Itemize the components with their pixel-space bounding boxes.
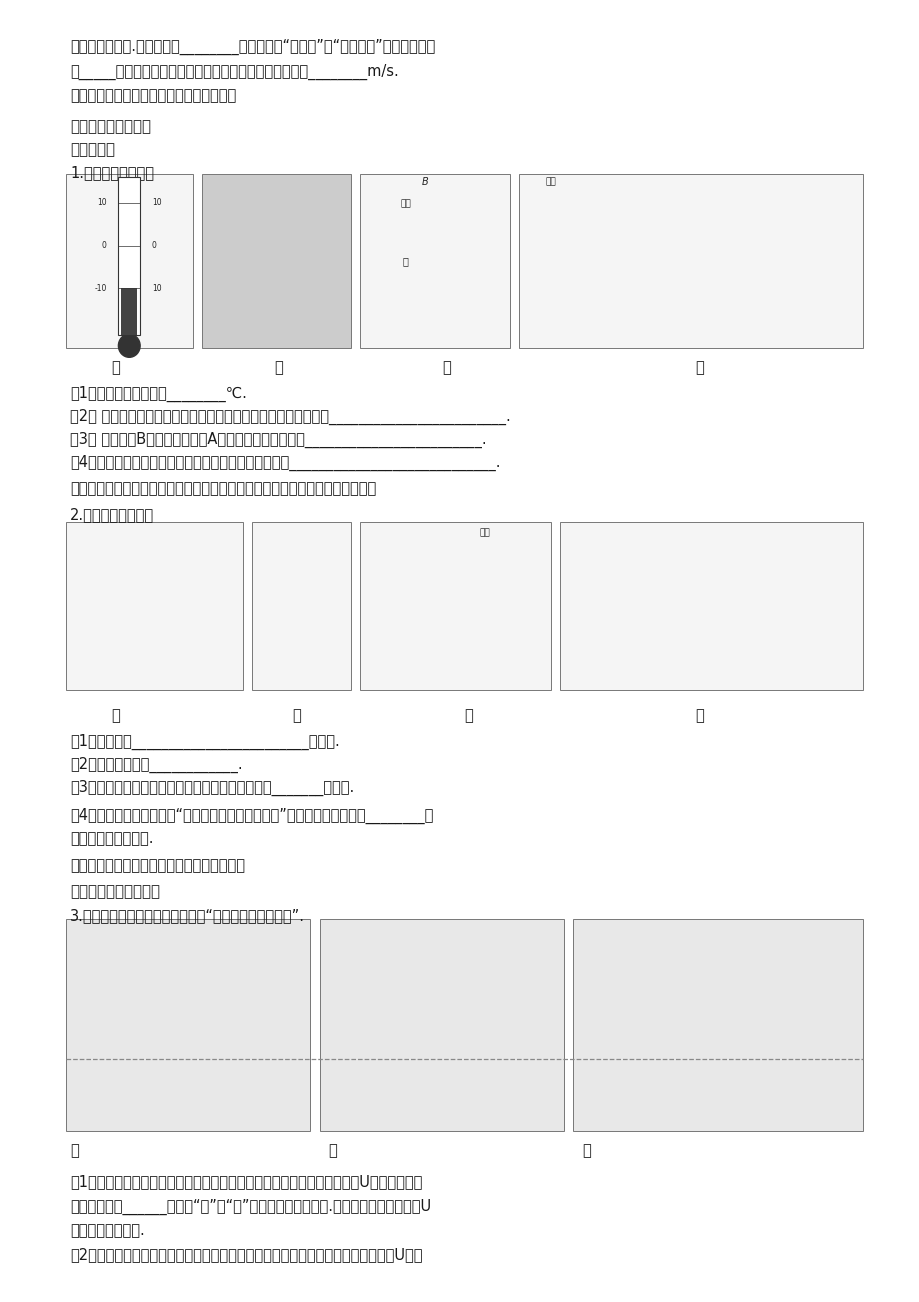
Bar bbox=[121, 288, 137, 336]
Bar bbox=[66, 174, 192, 349]
Ellipse shape bbox=[119, 335, 140, 357]
Text: （4）如图丁所示，在探究“弹性势能与什么因素有关”的实验中，通过比较________来: （4）如图丁所示，在探究“弹性势能与什么因素有关”的实验中，通过比较______… bbox=[70, 809, 433, 824]
Text: 吹气: 吹气 bbox=[400, 199, 411, 208]
Text: （1）小李检查压强计的气密性时，用手指不论轻压还是重压橡皮膜，发现U形管两边液柱: （1）小李检查压强计的气密性时，用手指不论轻压还是重压橡皮膜，发现U形管两边液柱 bbox=[70, 1174, 423, 1189]
Bar bbox=[518, 174, 862, 349]
Text: 10: 10 bbox=[96, 198, 107, 207]
Text: 甲: 甲 bbox=[111, 359, 119, 375]
Text: （3） 图丙中往B管中吹气，看到A管中的水面上升，说明________________________.: （3） 图丙中往B管中吹气，看到A管中的水面上升，说明_____________… bbox=[70, 432, 486, 448]
Text: 基础小实验: 基础小实验 bbox=[70, 142, 115, 158]
Text: （2）图乙实验表明____________.: （2）图乙实验表明____________. bbox=[70, 756, 243, 773]
Text: 丙: 丙 bbox=[582, 1143, 590, 1157]
Text: 1.按要求完成填空：: 1.按要求完成填空： bbox=[70, 165, 154, 181]
Text: 0: 0 bbox=[102, 241, 107, 250]
Text: 水: 水 bbox=[403, 256, 408, 267]
Text: B: B bbox=[422, 177, 428, 186]
Text: 甲: 甲 bbox=[70, 1143, 79, 1157]
Bar bbox=[66, 919, 310, 1131]
Text: 教材重点（拓张）实验: 教材重点（拓张）实验 bbox=[70, 884, 160, 900]
Text: （3）如图丙所示，该实验能探究通电导体在磁场中_______而运动.: （3）如图丙所示，该实验能探究通电导体在磁场中_______而运动. bbox=[70, 780, 354, 796]
Text: （命题点：能源的分类、电磁波及其传播）: （命题点：能源的分类、电磁波及其传播） bbox=[70, 89, 236, 103]
Text: 乙: 乙 bbox=[274, 359, 283, 375]
Text: （1）图甲测得的温度是________℃.: （1）图甲测得的温度是________℃. bbox=[70, 385, 247, 402]
Text: （4）图丁所示，该实验能探究出并联电路电流的特点是____________________________.: （4）图丁所示，该实验能探究出并联电路电流的特点是_______________… bbox=[70, 456, 500, 471]
Bar bbox=[251, 522, 351, 690]
Text: 陕西重点题型猜压题: 陕西重点题型猜压题 bbox=[70, 118, 152, 134]
Text: 2.按要求完成填空：: 2.按要求完成填空： bbox=[70, 506, 154, 522]
Bar bbox=[201, 174, 351, 349]
Text: 丙: 丙 bbox=[464, 708, 472, 723]
Bar bbox=[559, 522, 862, 690]
Text: 用_____波和地面传递信息的，该波在真空中的传播速度是________m/s.: 用_____波和地面传递信息的，该波在真空中的传播速度是________m/s. bbox=[70, 64, 399, 79]
Text: 乙: 乙 bbox=[292, 708, 301, 723]
Text: 10: 10 bbox=[152, 284, 162, 293]
Text: （命题点：温度计读数、惯性、流体压强与流速的关系、并联电路电流的特点）: （命题点：温度计读数、惯性、流体压强与流速的关系、并联电路电流的特点） bbox=[70, 480, 376, 496]
Text: （1）甲是根据________________________制成的.: （1）甲是根据________________________制成的. bbox=[70, 733, 340, 750]
Text: 丁: 丁 bbox=[695, 359, 704, 375]
Text: （2） 图乙中下面棋子被快速打出后，上面的棋子落回原处，表明________________________.: （2） 图乙中下面棋子被快速打出后，上面的棋子落回原处，表明__________… bbox=[70, 409, 511, 424]
Text: 丙: 丙 bbox=[441, 359, 450, 375]
Text: （命题点：天平、内能、电与磁、弹性势能）: （命题点：天平、内能、电与磁、弹性势能） bbox=[70, 858, 245, 874]
Text: 形管两边液面相平.: 形管两边液面相平. bbox=[70, 1223, 145, 1238]
Text: 衡量弹性势能的大小.: 衡量弹性势能的大小. bbox=[70, 832, 153, 846]
Bar bbox=[319, 919, 563, 1131]
Bar bbox=[66, 522, 243, 690]
Text: 电源: 电源 bbox=[545, 177, 555, 186]
Bar bbox=[360, 522, 550, 690]
Text: 乙: 乙 bbox=[328, 1143, 337, 1157]
Bar bbox=[573, 919, 862, 1131]
Text: 甲: 甲 bbox=[111, 708, 119, 723]
Text: -10: -10 bbox=[94, 284, 107, 293]
Text: 的高度差变化______（选填“大”或“小”），表明其气密性差.小李调节好压强计后，U: 的高度差变化______（选填“大”或“小”），表明其气密性差.小李调节好压强计… bbox=[70, 1198, 431, 1215]
Text: 10: 10 bbox=[152, 198, 162, 207]
Bar bbox=[360, 174, 509, 349]
Text: 电源: 电源 bbox=[480, 529, 490, 536]
Text: 丁: 丁 bbox=[695, 708, 704, 723]
Text: 3.小李同学利用如图所示装置探究“液体内部压强的特点”.: 3.小李同学利用如图所示装置探究“液体内部压强的特点”. bbox=[70, 909, 305, 923]
Text: 京，飞往夏威夷.太阳能属于________能源（选填“可再生”或“不可再生”）；飞机是利: 京，飞往夏威夷.太阳能属于________能源（选填“可再生”或“不可再生”）；… bbox=[70, 39, 436, 56]
Bar bbox=[119, 177, 140, 336]
Text: 0: 0 bbox=[152, 241, 156, 250]
Text: （2）小李把金属盒分别浸入到甲、乙图中的两种液体（水和酒精）中，发现图甲中U形管: （2）小李把金属盒分别浸入到甲、乙图中的两种液体（水和酒精）中，发现图甲中U形管 bbox=[70, 1247, 423, 1263]
